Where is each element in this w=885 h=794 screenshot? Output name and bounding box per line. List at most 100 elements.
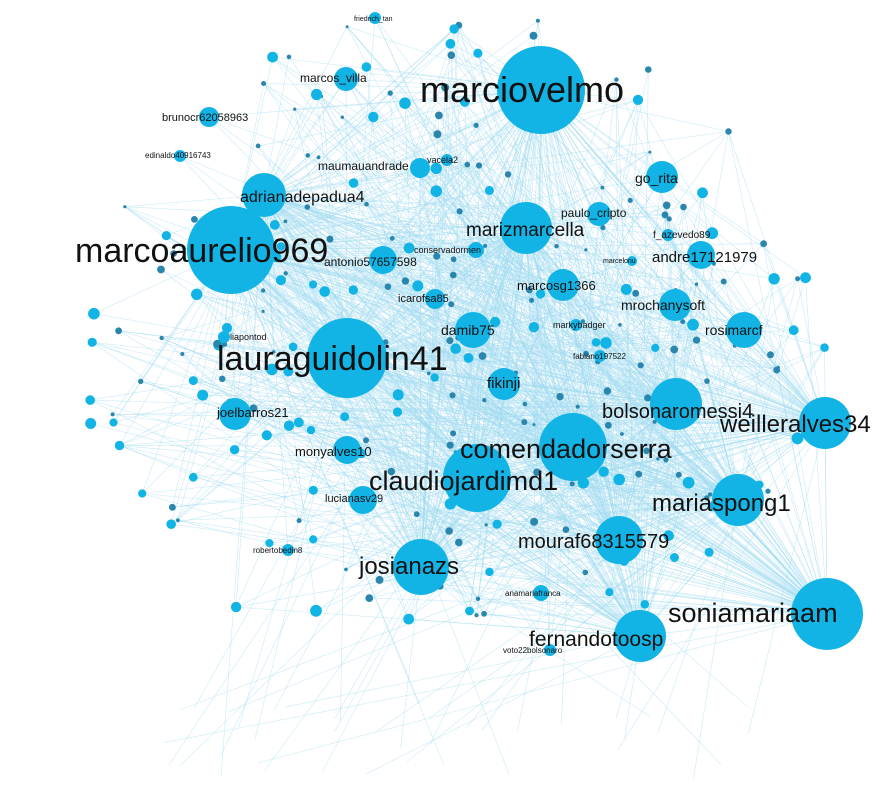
small-node [191,216,198,223]
small-node [529,297,535,303]
edge [392,238,826,424]
node-maumauandrade [410,158,430,178]
small-node [433,252,441,260]
small-node [375,575,384,584]
edge [661,176,826,424]
small-node [450,430,457,437]
edge [263,194,532,301]
edge [618,278,798,541]
edge [180,499,739,710]
node-liapontod [218,331,230,343]
edge [639,422,826,637]
small-node [473,122,479,128]
edge [263,194,453,396]
edge [345,78,641,637]
small-node [191,288,203,300]
edge [638,474,641,637]
small-node [680,319,686,325]
edge [353,289,620,541]
edge [429,446,574,745]
edge [453,28,527,229]
small-node [261,288,266,293]
small-node [532,423,536,427]
node-label-mouraf68315579: mouraf68315579 [518,531,669,553]
edge [230,249,420,704]
edge [92,342,826,424]
edge [540,89,735,346]
edge [113,422,828,615]
node-josianazs [393,539,449,595]
edge [263,194,646,605]
small-node [765,488,771,494]
small-node [627,197,633,203]
edge [379,227,527,581]
node-marciovelmo [497,46,585,134]
edge [228,499,739,712]
small-node [430,162,442,175]
small-node [465,606,474,616]
small-node [670,553,679,562]
small-node [651,343,660,352]
small-node [711,261,717,266]
small-node [110,412,115,417]
node-edinaldo40916743 [174,150,186,162]
edge [263,194,798,439]
small-node [413,511,420,518]
edge [269,499,739,544]
small-node [490,316,501,328]
small-node [170,250,177,257]
edge [420,505,716,568]
edge [468,357,826,424]
edge [287,499,739,551]
edge [723,281,826,424]
edge [737,347,825,501]
edge [254,357,348,740]
edge [263,194,477,616]
edge [90,399,828,615]
edge [119,445,641,637]
edge [379,579,828,615]
node-label-voto22bolsonaro: voto22bolsonaro [503,646,563,655]
small-node [613,473,625,486]
node-label-monyalves10: monyalves10 [295,444,372,459]
small-node [474,613,479,618]
edge [324,227,527,292]
small-node [648,150,652,154]
small-node [459,96,470,107]
edge [525,227,641,366]
node-layer [174,12,863,662]
small-node [643,447,650,454]
small-node [591,338,601,347]
edge [405,280,620,541]
edge [263,194,514,242]
node-f_azevedo89 [662,229,674,241]
edge [263,194,771,356]
node-damib75 [455,312,491,348]
small-node [663,457,669,463]
edge [599,355,620,541]
edge [525,227,648,399]
small-node [85,418,97,429]
small-node [446,441,454,449]
node-label-claudiojardimd1: claudiojardimd1 [369,466,558,496]
edge [469,227,527,612]
edge [366,203,826,424]
small-node [219,375,226,382]
edge [477,53,527,229]
small-node [392,407,403,417]
small-node [562,526,570,533]
small-node [344,567,348,572]
edge [263,167,421,196]
small-node [138,378,144,385]
small-node [348,285,358,295]
small-node [365,594,374,602]
edge [263,194,586,573]
small-node [392,389,404,401]
node-fernandotoosp [614,610,666,662]
edge [263,194,677,405]
small-node [598,466,609,477]
edge [525,227,659,460]
node-go_rita [646,161,678,193]
edge [263,194,588,453]
small-node [283,219,288,224]
